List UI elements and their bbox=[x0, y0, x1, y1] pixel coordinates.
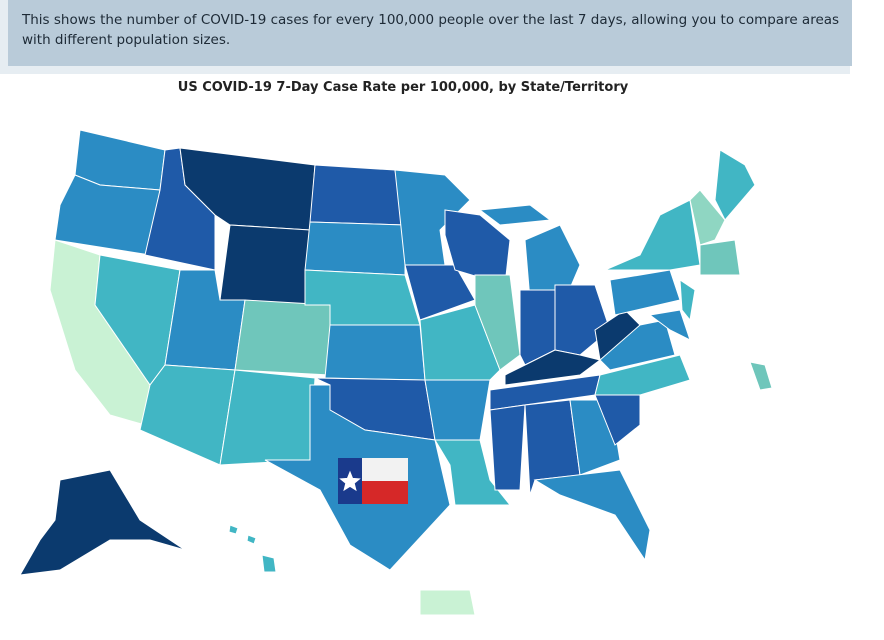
state bbox=[599, 319, 676, 371]
state bbox=[699, 239, 741, 276]
state bbox=[219, 224, 311, 306]
map-title: US COVID-19 7-Day Case Rate per 100,000,… bbox=[177, 80, 629, 95]
state bbox=[594, 354, 691, 396]
state bbox=[304, 221, 406, 276]
state bbox=[309, 164, 406, 226]
texas-flag bbox=[338, 458, 408, 504]
banner-text: This shows the number of COVID-19 cases … bbox=[8, 0, 852, 66]
state bbox=[228, 524, 239, 535]
state bbox=[489, 404, 526, 491]
banner-box: This shows the number of COVID-19 cases … bbox=[0, 0, 852, 74]
state bbox=[424, 379, 491, 441]
state bbox=[434, 439, 512, 506]
state bbox=[679, 279, 696, 322]
territory bbox=[419, 589, 476, 616]
state bbox=[324, 324, 426, 381]
flag-star bbox=[339, 470, 361, 492]
state bbox=[689, 189, 726, 246]
state bbox=[234, 299, 331, 376]
states bbox=[19, 129, 773, 616]
state bbox=[474, 274, 521, 371]
state bbox=[478, 204, 552, 226]
state bbox=[504, 349, 602, 386]
state bbox=[609, 269, 681, 316]
state bbox=[533, 469, 651, 562]
flag-red bbox=[362, 481, 408, 504]
state bbox=[648, 309, 691, 341]
state bbox=[419, 304, 501, 381]
state bbox=[261, 554, 277, 573]
state bbox=[714, 149, 756, 221]
state bbox=[219, 369, 316, 466]
territory bbox=[749, 361, 773, 391]
state bbox=[604, 199, 701, 271]
state bbox=[139, 364, 236, 466]
state bbox=[246, 534, 257, 545]
flag-white bbox=[362, 458, 408, 481]
state bbox=[19, 469, 186, 576]
